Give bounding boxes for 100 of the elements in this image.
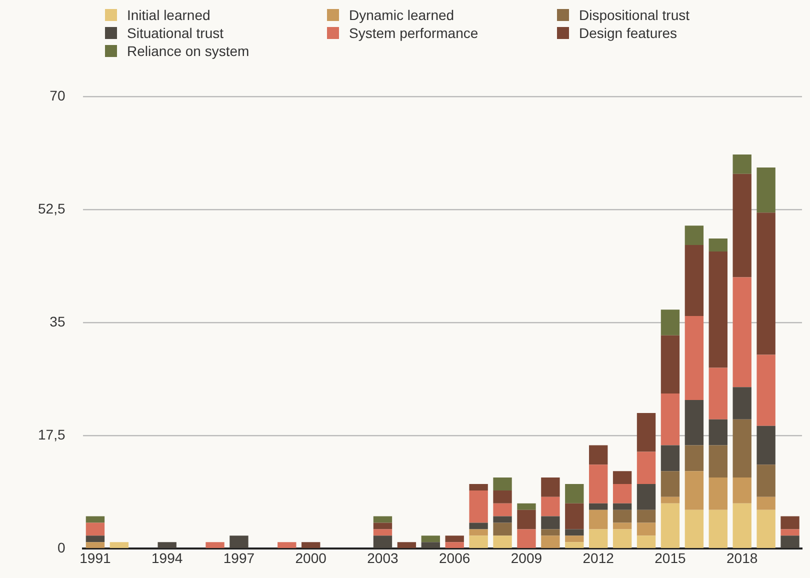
bar xyxy=(589,503,608,510)
bar xyxy=(684,244,704,316)
bar xyxy=(421,536,440,542)
y-tick-label: 0 xyxy=(57,539,66,556)
bar xyxy=(589,464,608,504)
bar xyxy=(493,478,512,490)
bar xyxy=(589,445,608,465)
bar xyxy=(565,542,584,548)
bar xyxy=(493,490,512,504)
bar xyxy=(541,478,560,497)
bar xyxy=(589,529,608,548)
bar xyxy=(158,542,176,548)
bar xyxy=(732,419,752,478)
bar xyxy=(421,542,440,548)
bar xyxy=(517,503,536,510)
bar xyxy=(708,419,728,446)
bar xyxy=(541,529,560,536)
bar xyxy=(493,522,512,536)
bar xyxy=(86,522,105,536)
bar xyxy=(756,496,776,510)
bar xyxy=(732,478,752,504)
bar xyxy=(684,471,704,510)
bar xyxy=(86,536,105,542)
bar xyxy=(469,490,488,523)
bar xyxy=(469,536,488,548)
bar xyxy=(684,400,704,446)
bar xyxy=(469,522,488,530)
legend-label: Initial learned xyxy=(127,6,210,22)
bar xyxy=(684,510,704,548)
x-tick-label: 1991 xyxy=(80,550,112,566)
bar xyxy=(612,529,632,548)
bar xyxy=(565,536,584,542)
bar xyxy=(373,536,392,548)
bar xyxy=(636,522,656,536)
bar xyxy=(708,510,728,548)
bar xyxy=(636,412,656,452)
bar xyxy=(660,335,680,394)
bar xyxy=(493,503,512,516)
bar xyxy=(636,484,656,510)
bar xyxy=(565,503,584,530)
legend-label: Dispositional trust xyxy=(579,6,690,22)
legend-label: Reliance on system xyxy=(127,42,250,58)
y-tick-label: 17,5 xyxy=(38,426,66,442)
bar xyxy=(86,542,105,548)
bar xyxy=(756,426,776,465)
bar xyxy=(469,529,488,536)
bar xyxy=(636,452,656,484)
bar xyxy=(708,251,728,368)
bar xyxy=(708,368,728,420)
legend-label: System performance xyxy=(349,24,478,40)
bar xyxy=(278,542,296,548)
bar xyxy=(780,536,800,548)
bar xyxy=(756,354,776,426)
x-tick-label: 2015 xyxy=(654,550,686,566)
bar xyxy=(445,542,464,548)
bar xyxy=(469,484,488,490)
bar xyxy=(660,394,680,446)
bar xyxy=(660,445,680,472)
bar xyxy=(732,277,752,388)
x-tick-label: 1994 xyxy=(152,550,183,566)
bar xyxy=(612,522,632,530)
bar xyxy=(684,316,704,400)
x-tick-label: 1997 xyxy=(223,550,255,566)
x-tick-label: 2000 xyxy=(295,550,327,566)
bar xyxy=(541,536,560,548)
bar xyxy=(373,522,392,530)
bar xyxy=(780,529,800,536)
bar xyxy=(660,471,680,497)
bar xyxy=(565,484,584,504)
bar xyxy=(110,542,129,548)
bar xyxy=(732,154,752,174)
bar xyxy=(86,516,105,523)
y-tick-label: 35 xyxy=(50,313,66,330)
bar xyxy=(708,238,728,252)
legend-label: Situational trust xyxy=(127,24,224,40)
bar xyxy=(684,226,704,245)
bar xyxy=(756,167,776,213)
bar xyxy=(636,536,656,548)
bar xyxy=(230,536,248,548)
bar xyxy=(756,464,776,497)
legend-label: Dynamic learned xyxy=(349,6,454,22)
bar xyxy=(660,496,680,504)
bar xyxy=(732,503,752,548)
x-tick-label: 2003 xyxy=(367,550,399,566)
bar xyxy=(493,536,512,548)
bar xyxy=(493,516,512,523)
bar xyxy=(517,529,536,548)
bar xyxy=(636,510,656,523)
x-tick-label: 2018 xyxy=(726,550,758,566)
bar xyxy=(612,471,632,484)
bar xyxy=(517,510,536,530)
bar xyxy=(732,387,752,420)
x-tick-label: 2012 xyxy=(582,550,614,566)
bar xyxy=(732,174,752,278)
bar xyxy=(445,536,464,542)
bar xyxy=(756,510,776,548)
bar xyxy=(302,542,320,548)
bar xyxy=(565,529,584,536)
bar xyxy=(660,503,680,548)
bar xyxy=(708,478,728,510)
